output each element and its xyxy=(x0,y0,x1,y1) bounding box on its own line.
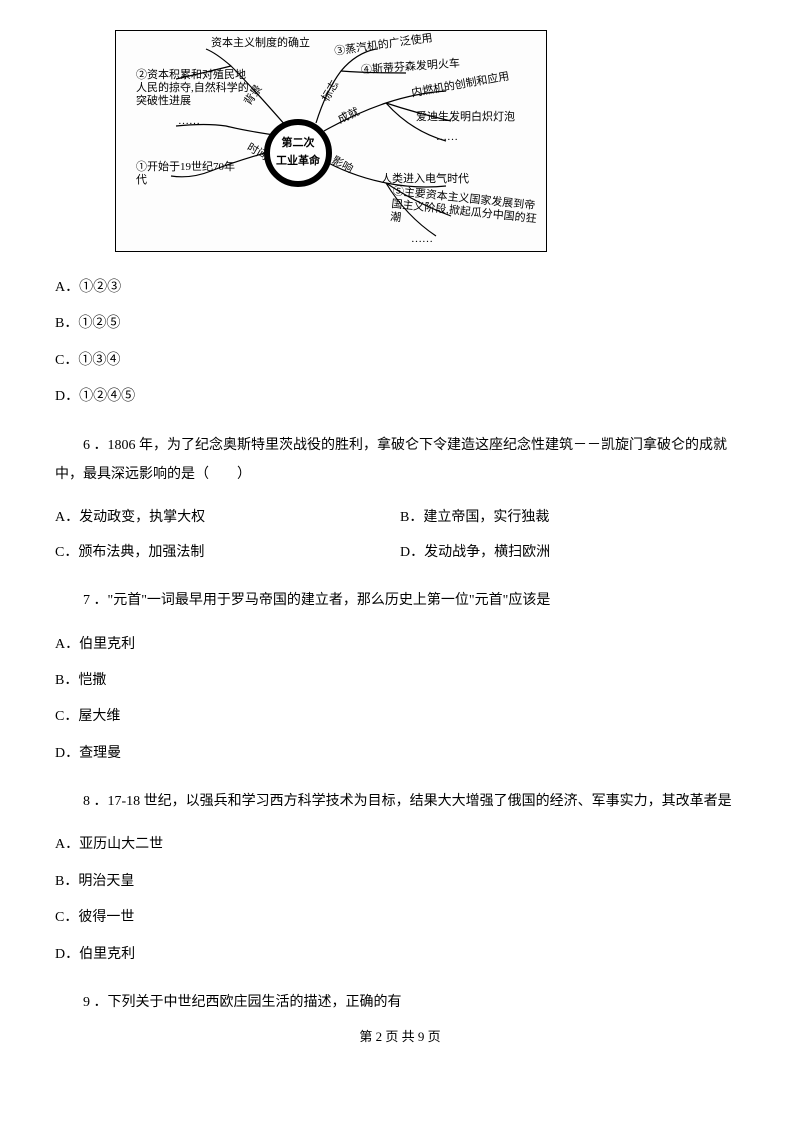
q6-option-d[interactable]: D．发动战争，横扫欧洲 xyxy=(400,542,745,564)
q7-option-c[interactable]: C．屋大维 xyxy=(55,706,745,728)
mindmap-diagram: 第二次工业革命 资本主义制度的确立 ②资本积累和对殖民地人民的掠夺,自然科学的突… xyxy=(115,30,547,252)
node-2: ②资本积累和对殖民地人民的掠夺,自然科学的突破性进展 xyxy=(136,69,256,109)
q5-option-d[interactable]: D．①②④⑤ xyxy=(55,386,745,408)
center-node: 第二次工业革命 xyxy=(264,119,332,187)
q8-option-b[interactable]: B．明治天皇 xyxy=(55,871,745,893)
q7-option-b[interactable]: B．恺撒 xyxy=(55,670,745,692)
q6-option-c[interactable]: C．颁布法典，加强法制 xyxy=(55,542,400,564)
dots-3: …… xyxy=(411,233,433,246)
dots-2: …… xyxy=(436,131,458,144)
q5-option-c[interactable]: C．①③④ xyxy=(55,350,745,372)
q7-text: 7 ．"元首"一词最早用于罗马帝国的建立者，那么历史上第一位"元首"应该是 xyxy=(55,586,745,615)
q5-option-b[interactable]: B．①②⑤ xyxy=(55,313,745,335)
dots-1: …… xyxy=(178,115,200,128)
q6-option-a[interactable]: A．发动政变，执掌大权 xyxy=(55,507,400,529)
center-text: 第二次工业革命 xyxy=(276,137,320,167)
q6-text: 6 ．1806 年，为了纪念奥斯特里茨战役的胜利，拿破仑下令建造这座纪念性建筑－… xyxy=(55,431,745,490)
q6-option-b[interactable]: B．建立帝国，实行独裁 xyxy=(400,507,745,529)
q8-option-c[interactable]: C．彼得一世 xyxy=(55,907,745,929)
q8-option-a[interactable]: A．亚历山大二世 xyxy=(55,834,745,856)
node-1: ①开始于19世纪70年代 xyxy=(136,161,236,187)
q7-option-a[interactable]: A．伯里克利 xyxy=(55,634,745,656)
q8-text: 8 ．17-18 世纪，以强兵和学习西方科学技术为目标，结果大大增强了俄国的经济… xyxy=(55,787,745,816)
q9-text: 9 ．下列关于中世纪西欧庄园生活的描述，正确的有 xyxy=(55,988,745,1017)
q5-option-a[interactable]: A．①②③ xyxy=(55,277,745,299)
node-top: 资本主义制度的确立 xyxy=(211,37,310,50)
q7-option-d[interactable]: D．查理曼 xyxy=(55,743,745,765)
node-r2: 爱迪生发明白炽灯泡 xyxy=(416,111,515,124)
q8-option-d[interactable]: D．伯里克利 xyxy=(55,944,745,966)
node-i1: 人类进入电气时代 xyxy=(381,173,469,186)
page-footer: 第 2 页 共 9 页 xyxy=(55,1027,745,1048)
